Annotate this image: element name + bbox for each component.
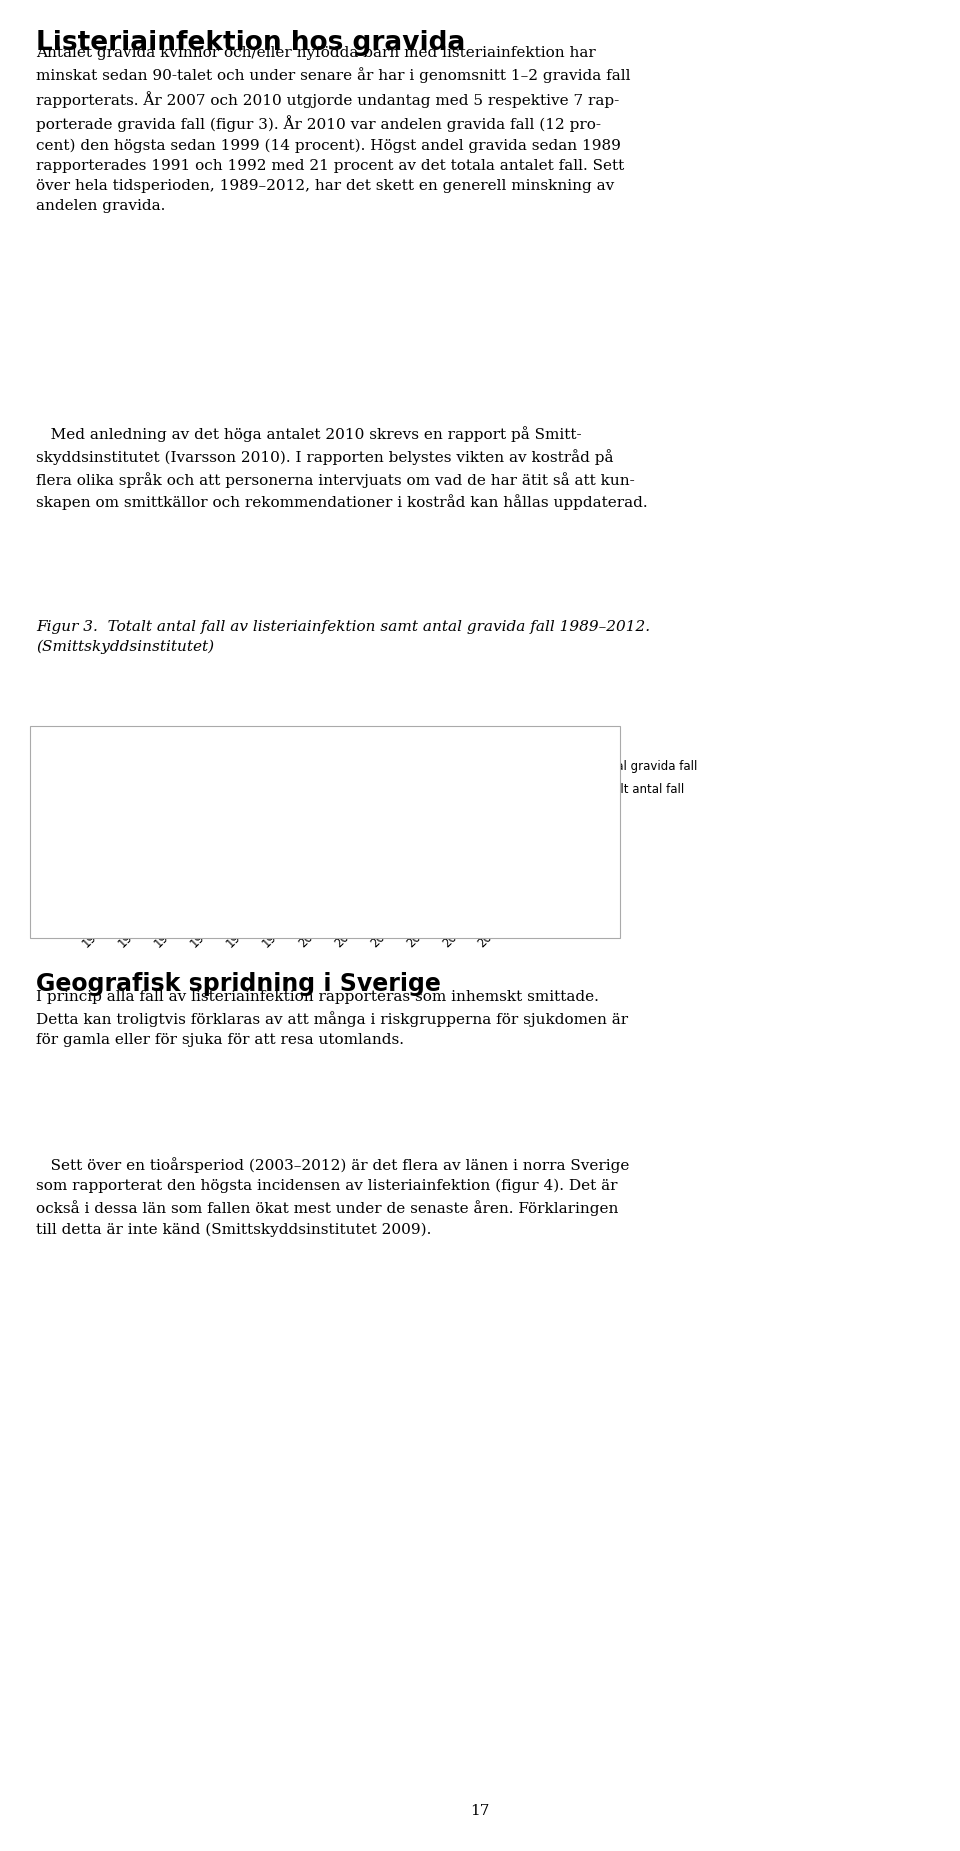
Bar xyxy=(373,907,387,911)
Bar xyxy=(445,907,459,911)
Bar xyxy=(157,837,171,911)
Bar xyxy=(103,907,116,911)
Bar xyxy=(139,898,153,911)
Text: I princip alla fall av listeriainfektion rapporteras som inhemskt smittade.
Dett: I princip alla fall av listeriainfektion… xyxy=(36,990,629,1048)
Text: Med anledning av det höga antalet 2010 skrevs en rapport på Smitt-
skyddsinstitu: Med anledning av det höga antalet 2010 s… xyxy=(36,426,648,511)
Bar xyxy=(229,905,243,911)
Bar xyxy=(445,785,459,911)
Bar xyxy=(193,907,206,911)
Text: 17: 17 xyxy=(470,1803,490,1818)
Bar xyxy=(193,827,206,911)
Bar xyxy=(337,907,350,911)
Bar xyxy=(337,829,350,911)
Bar xyxy=(103,846,116,911)
Bar xyxy=(427,776,441,911)
Legend: Antal gravida fall, Totalt antal fall: Antal gravida fall, Totalt antal fall xyxy=(567,755,702,800)
Bar xyxy=(481,907,494,911)
Bar xyxy=(283,783,297,911)
Bar xyxy=(175,907,188,911)
Bar xyxy=(157,898,171,911)
Bar xyxy=(391,907,404,911)
Bar xyxy=(229,827,243,911)
Bar xyxy=(355,898,369,911)
Bar xyxy=(499,800,513,911)
Bar xyxy=(427,907,441,911)
Bar xyxy=(319,903,332,911)
Bar xyxy=(517,800,531,911)
Bar xyxy=(355,835,369,911)
Bar xyxy=(301,903,315,911)
Bar xyxy=(211,857,225,911)
Bar xyxy=(247,903,260,911)
Bar xyxy=(463,907,476,911)
Bar xyxy=(517,907,531,911)
Text: Sett över en tioårsperiod (2003–2012) är det flera av länen i norra Sverige
som : Sett över en tioårsperiod (2003–2012) är… xyxy=(36,1157,630,1236)
Bar xyxy=(391,800,404,911)
Bar xyxy=(301,837,315,911)
Bar xyxy=(265,903,278,911)
Bar xyxy=(121,837,134,911)
Text: Antalet gravida kvinnor och/eller nyfödda barn med listeriainfektion har
minskat: Antalet gravida kvinnor och/eller nyfödd… xyxy=(36,46,631,213)
Bar xyxy=(481,809,494,911)
Bar xyxy=(121,907,134,911)
Bar xyxy=(175,831,188,911)
Bar xyxy=(499,907,513,911)
Bar xyxy=(139,837,153,911)
Bar xyxy=(463,772,476,911)
Y-axis label: Antal fall: Antal fall xyxy=(36,798,50,861)
Bar xyxy=(409,800,422,911)
Bar xyxy=(319,822,332,911)
Bar xyxy=(265,811,278,911)
Text: Geografisk spridning i Sverige: Geografisk spridning i Sverige xyxy=(36,972,442,996)
Bar xyxy=(409,905,422,911)
Bar xyxy=(373,833,387,911)
Bar xyxy=(283,907,297,911)
Bar xyxy=(211,907,225,911)
Text: Listeriainfektion hos gravida: Listeriainfektion hos gravida xyxy=(36,30,466,56)
Bar xyxy=(247,839,260,911)
Text: Figur 3.  Totalt antal fall av listeriainfektion samt antal gravida fall 1989–20: Figur 3. Totalt antal fall av listeriain… xyxy=(36,620,651,653)
